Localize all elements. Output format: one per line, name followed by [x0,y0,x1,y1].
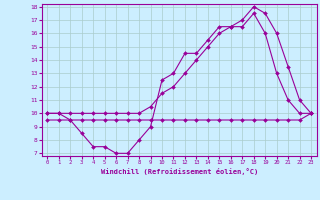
X-axis label: Windchill (Refroidissement éolien,°C): Windchill (Refroidissement éolien,°C) [100,168,258,175]
